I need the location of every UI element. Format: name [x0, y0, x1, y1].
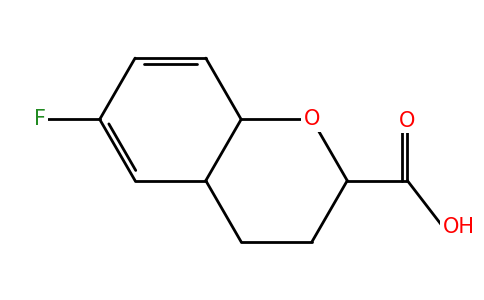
Text: O: O	[303, 110, 320, 129]
Text: O: O	[399, 110, 416, 130]
Text: F: F	[33, 110, 45, 129]
Text: OH: OH	[443, 217, 475, 237]
